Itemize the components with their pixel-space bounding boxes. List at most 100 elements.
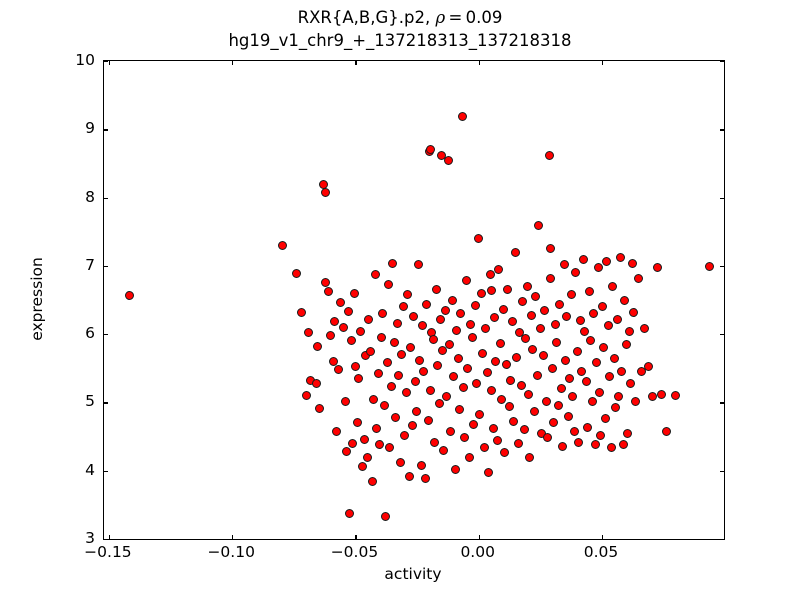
scatter-point	[596, 430, 606, 440]
scatter-point	[463, 363, 473, 373]
title-line-1: RXR{A,B,G}.p2, ρ = 0.09	[0, 6, 800, 29]
scatter-point	[578, 254, 588, 264]
scatter-point	[516, 380, 526, 390]
scatter-point	[454, 404, 464, 414]
scatter-point	[323, 287, 333, 297]
scatter-point	[446, 426, 456, 436]
scatter-point	[556, 384, 566, 394]
scatter-point	[531, 292, 541, 302]
scatter-point	[522, 281, 532, 291]
scatter-point	[346, 336, 356, 346]
scatter-point	[519, 425, 529, 435]
scatter-point	[431, 284, 441, 294]
scatter-point	[376, 333, 386, 343]
scatter-point	[581, 377, 591, 387]
scatter-point	[603, 321, 613, 331]
scatter-point	[389, 337, 399, 347]
scatter-point	[500, 448, 510, 458]
scatter-point	[125, 291, 135, 301]
scatter-point	[341, 396, 351, 406]
scatter-point	[543, 433, 553, 443]
scatter-point	[447, 295, 457, 305]
scatter-point	[458, 382, 468, 392]
y-tick-mark	[104, 61, 108, 63]
scatter-point	[347, 438, 357, 448]
scatter-point	[470, 300, 480, 310]
y-tick-label: 4	[85, 460, 95, 479]
scatter-point	[515, 328, 525, 338]
scatter-point	[521, 333, 531, 343]
scatter-point	[612, 314, 622, 324]
scatter-point	[636, 366, 646, 376]
y-tick-mark	[104, 265, 108, 268]
scatter-point	[403, 290, 413, 300]
scatter-point	[574, 437, 584, 447]
y-tick-mark	[104, 539, 108, 541]
scatter-point	[304, 328, 314, 338]
scatter-point	[379, 401, 389, 411]
y-tick-mark	[104, 129, 108, 131]
scatter-point	[593, 262, 603, 272]
scatter-point	[513, 438, 523, 448]
scatter-point	[291, 268, 301, 278]
scatter-point	[495, 339, 505, 349]
y-tick-label: 6	[85, 324, 95, 343]
y-tick-mark-right	[720, 61, 724, 63]
scatter-point	[332, 426, 342, 436]
scatter-point	[704, 262, 714, 272]
scatter-point	[420, 474, 430, 484]
scatter-point	[555, 299, 565, 309]
title-prefix: RXR{A,B,G}.p2,	[297, 8, 436, 27]
scatter-point	[333, 365, 343, 375]
scatter-points-layer	[104, 61, 724, 539]
scatter-point	[653, 262, 663, 272]
scatter-point	[488, 423, 498, 433]
scatter-point	[577, 366, 587, 376]
scatter-point	[611, 403, 621, 413]
y-tick-mark	[104, 470, 108, 472]
scatter-point	[415, 355, 425, 365]
scatter-point	[534, 221, 544, 231]
x-tick-label: 0.05	[583, 543, 619, 561]
scatter-point	[589, 309, 599, 319]
scatter-point	[373, 369, 383, 379]
scatter-point	[630, 396, 640, 406]
plot-area	[103, 60, 725, 541]
scatter-point	[595, 387, 604, 397]
scatter-point	[434, 399, 444, 409]
scatter-point	[614, 392, 624, 402]
scatter-point	[605, 371, 615, 381]
scatter-point	[428, 335, 438, 345]
scatter-point	[506, 376, 516, 386]
scatter-point	[544, 150, 554, 160]
x-tick-mark	[478, 535, 480, 539]
scatter-point	[364, 315, 374, 325]
y-axis-label: expression	[28, 257, 46, 341]
scatter-point	[562, 311, 572, 321]
scatter-point	[343, 307, 353, 317]
scatter-point	[510, 247, 520, 257]
scatter-point	[608, 281, 618, 291]
scatter-point	[489, 313, 499, 323]
scatter-point	[461, 276, 471, 286]
scatter-point	[476, 288, 486, 298]
scatter-point	[498, 305, 508, 315]
scatter-point	[409, 311, 419, 321]
scatter-point	[478, 348, 488, 358]
scatter-point	[571, 268, 581, 278]
scatter-point	[464, 452, 474, 462]
scatter-point	[482, 367, 492, 377]
scatter-point	[392, 318, 402, 328]
scatter-point	[494, 264, 504, 274]
scatter-point	[467, 333, 477, 343]
scatter-point	[349, 288, 359, 298]
scatter-point	[529, 407, 539, 417]
scatter-point	[466, 320, 476, 330]
scatter-point	[501, 359, 511, 369]
scatter-point	[423, 415, 433, 425]
scatter-point	[430, 437, 440, 447]
scatter-point	[620, 295, 630, 305]
scatter-point	[627, 258, 637, 268]
scatter-point	[485, 269, 495, 279]
scatter-point	[422, 299, 432, 309]
